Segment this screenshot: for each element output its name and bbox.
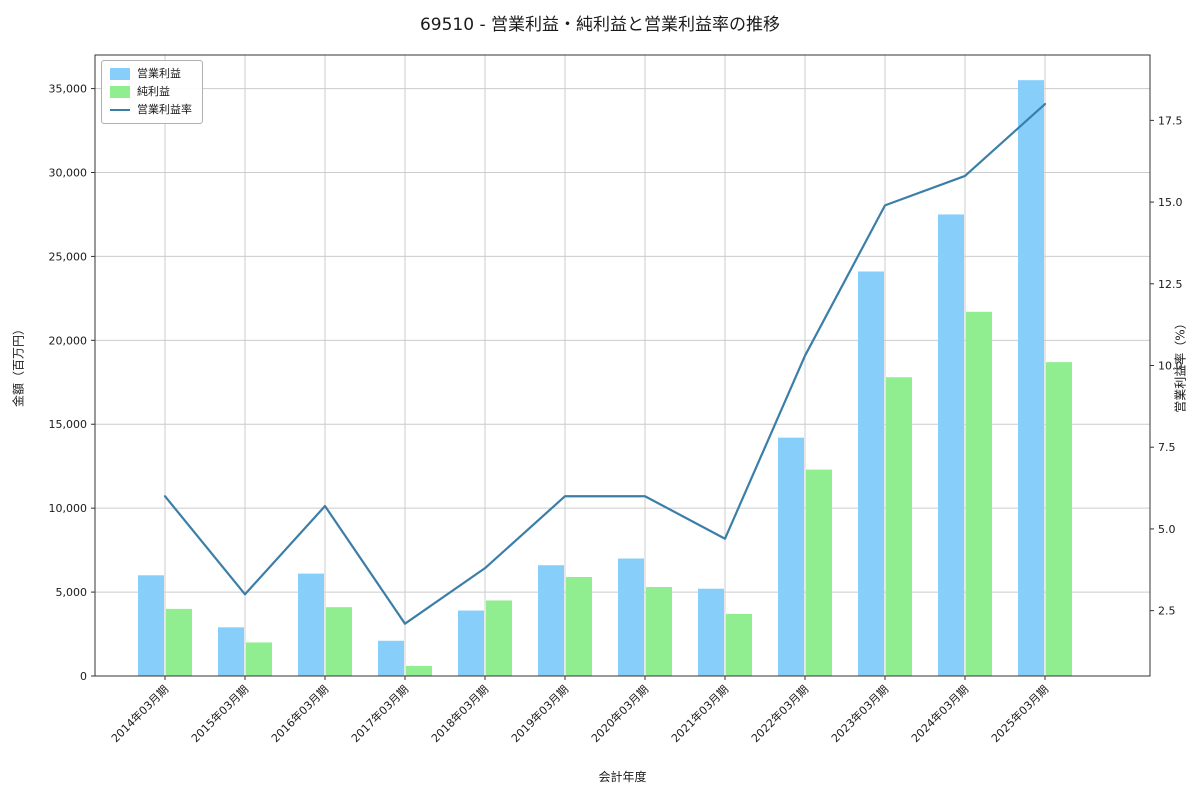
y-tick-label-left: 30,000 [49, 166, 88, 179]
legend-label-operating-profit: 営業利益 [137, 67, 181, 80]
y-tick-label-right: 5.0 [1158, 523, 1176, 536]
y-tick-label-left: 35,000 [49, 83, 88, 96]
legend-label-operating-margin: 営業利益率 [137, 103, 192, 116]
y-tick-label-right: 12.5 [1158, 278, 1183, 291]
legend-item-net-profit: 純利益 [110, 85, 192, 99]
bar-operating-profit [938, 214, 964, 676]
x-tick-label: 2020年03月期 [588, 682, 651, 745]
x-tick-label: 2017年03月期 [348, 682, 411, 745]
x-tick-label: 2015年03月期 [188, 682, 251, 745]
line-operating-margin [163, 102, 1047, 625]
x-axis-label: 会計年度 [598, 770, 647, 784]
x-tick-label: 2016年03月期 [268, 682, 331, 745]
bar-operating-profit [378, 640, 404, 676]
bar-operating-profit [778, 437, 804, 676]
bar-net-profit [566, 576, 592, 676]
legend-swatch-operating-profit [110, 68, 130, 80]
y-tick-label-right: 10.0 [1158, 360, 1183, 373]
y-tick-label-right: 15.0 [1158, 196, 1183, 209]
legend-label-net-profit: 純利益 [137, 85, 170, 98]
x-tick-label: 2021年03月期 [668, 682, 731, 745]
bar-operating-profit [1018, 80, 1044, 677]
bar-net-profit [646, 587, 672, 676]
y-tick-label-right: 7.5 [1158, 441, 1176, 454]
legend-item-operating-profit: 営業利益 [110, 67, 192, 81]
y-tick-label-left: 10,000 [49, 502, 88, 515]
bar-net-profit [166, 608, 192, 676]
bar-net-profit [406, 665, 432, 676]
bar-net-profit [326, 607, 352, 676]
bar-net-profit [886, 377, 912, 676]
y-tick-label-right: 2.5 [1158, 605, 1176, 618]
y-tick-label-left: 25,000 [49, 250, 88, 263]
x-tick-label: 2024年03月期 [908, 682, 971, 745]
chart-title: 69510 - 営業利益・純利益と営業利益率の推移 [419, 15, 781, 35]
bar-operating-profit [538, 565, 564, 676]
bar-operating-profit [138, 575, 164, 676]
bar-net-profit [966, 311, 992, 676]
bar-net-profit [806, 469, 832, 676]
bar-net-profit [246, 642, 272, 676]
bar-operating-profit [618, 558, 644, 676]
legend-line-operating-margin [110, 109, 130, 111]
y-tick-label-left: 5,000 [56, 586, 88, 599]
y-axis-label-right: 営業利益率（%） [1173, 317, 1188, 413]
y-tick-label-left: 15,000 [49, 418, 88, 431]
bar-operating-profit [458, 610, 484, 676]
bar-operating-profit [298, 573, 324, 676]
y-axis-label-left: 金額（百万円） [11, 323, 26, 408]
bar-operating-profit [858, 271, 884, 676]
x-tick-label: 2025年03月期 [988, 682, 1051, 745]
chart-legend: 営業利益 純利益 営業利益率 [101, 60, 203, 124]
y-tick-label-right: 17.5 [1158, 114, 1183, 127]
y-tick-label-left: 0 [80, 670, 87, 683]
bar-operating-profit [698, 588, 724, 676]
legend-swatch-net-profit [110, 86, 130, 98]
bar-net-profit [486, 600, 512, 676]
legend-item-operating-margin: 営業利益率 [110, 103, 192, 117]
x-tick-label: 2014年03月期 [108, 682, 171, 745]
bar-net-profit [1046, 362, 1072, 676]
y-tick-label-left: 20,000 [49, 334, 88, 347]
x-tick-label: 2023年03月期 [828, 682, 891, 745]
x-tick-label: 2018年03月期 [428, 682, 491, 745]
x-tick-label: 2019年03月期 [508, 682, 571, 745]
x-tick-label: 2022年03月期 [748, 682, 811, 745]
bar-net-profit [726, 613, 752, 676]
bar-operating-profit [218, 627, 244, 676]
